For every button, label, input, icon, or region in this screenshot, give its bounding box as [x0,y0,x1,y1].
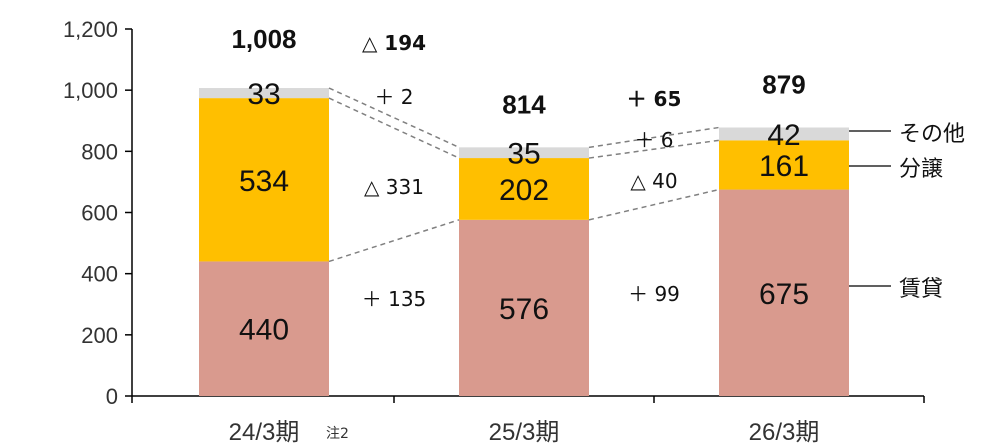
segment-value-label: 534 [239,165,289,198]
segment-value-label: 33 [247,78,280,111]
segment-change-label: ＋ 6 [634,128,673,152]
category-label: 26/3期 [749,419,820,446]
total-change-label: ＋ 65 [627,87,682,111]
segment-change-label: ＋ 99 [628,282,680,306]
y-tick-label: 1,200 [63,17,118,42]
y-tick-label: 400 [81,262,118,287]
connector-dashed-line [588,139,720,159]
legend-label-賃貸: 賃貸 [899,277,943,302]
y-tick-label: 600 [81,201,118,226]
connector-dashed-line [328,219,460,263]
y-tick-label: 200 [81,323,118,348]
segment-change-label: △ 40 [630,169,677,193]
connector-dashed-line [328,87,460,149]
bar-segment-賃貸 [719,189,849,396]
connector-dashed-line [328,97,460,159]
category-label: 24/3期 [229,419,300,446]
segment-change-label: △ 331 [364,175,424,199]
segment-value-label: 161 [759,150,809,183]
total-change-label: △ 194 [362,31,426,55]
total-label: 1,008 [231,24,296,54]
bar-segment-その他 [459,147,589,159]
legend-label-分譲: 分譲 [899,157,943,182]
category-label: 25/3期 [489,419,560,446]
segment-value-label: 42 [767,119,800,152]
legend-label-その他: その他 [899,122,965,147]
segment-change-label: ＋ 2 [374,85,413,109]
connector-dashed-line [588,188,720,221]
bar-segment-賃貸 [459,219,589,396]
bar-segment-その他 [199,88,329,99]
connector-dashed-line [588,126,720,149]
total-label: 814 [502,89,546,119]
bar-segment-賃貸 [199,261,329,396]
y-tick-label: 1,000 [63,78,118,103]
y-tick-label: 800 [81,139,118,164]
category-note: 注2 [326,426,349,442]
segment-value-label: 35 [507,138,540,171]
total-label: 879 [762,69,805,99]
y-tick-label: 0 [106,384,118,409]
bar-segment-分譲 [199,98,329,262]
segment-value-label: 202 [499,174,549,207]
bar-segment-その他 [719,127,849,141]
segment-value-label: 440 [239,314,289,347]
bar-segment-分譲 [719,140,849,190]
segment-value-label: 675 [759,278,809,311]
segment-value-label: 576 [499,293,549,326]
segment-change-label: ＋ 135 [362,287,427,311]
bar-segment-分譲 [459,158,589,220]
